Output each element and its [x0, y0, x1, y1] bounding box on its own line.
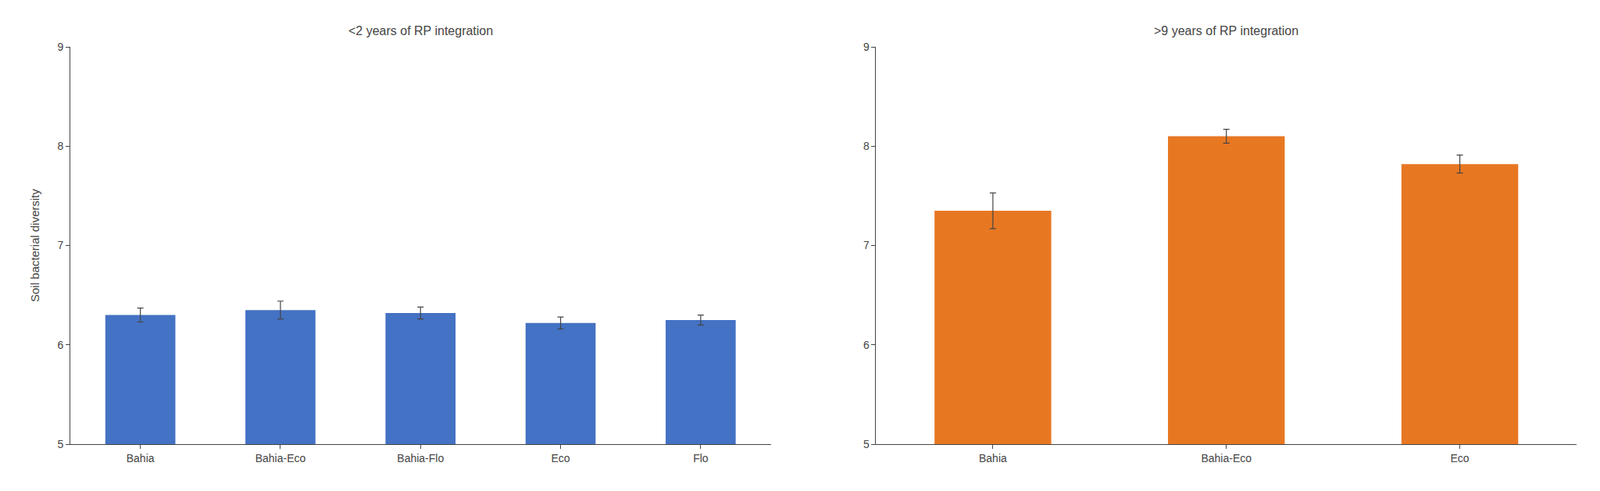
- svg-text:6: 6: [863, 339, 870, 352]
- svg-text:8: 8: [863, 139, 870, 153]
- svg-text:7: 7: [863, 239, 870, 252]
- svg-text:9: 9: [57, 40, 64, 54]
- svg-text:Bahia-Eco: Bahia-Eco: [1200, 452, 1252, 465]
- svg-text:Eco: Eco: [1450, 452, 1470, 465]
- svg-text:5: 5: [863, 438, 870, 451]
- svg-text:Eco: Eco: [550, 452, 570, 465]
- svg-text:8: 8: [57, 139, 64, 153]
- svg-text:Bahia: Bahia: [978, 452, 1008, 465]
- svg-text:Bahia: Bahia: [126, 452, 155, 465]
- svg-text:5: 5: [57, 438, 64, 451]
- svg-text:9: 9: [863, 40, 870, 54]
- svg-text:Bahia-Eco: Bahia-Eco: [255, 452, 307, 465]
- svg-text:6: 6: [57, 339, 64, 352]
- svg-text:Bahia-Flo: Bahia-Flo: [396, 452, 444, 465]
- svg-text:Soil bacterial diversity: Soil bacterial diversity: [28, 188, 42, 303]
- svg-text:Flo: Flo: [692, 452, 709, 465]
- svg-text:<2 years of RP integration: <2 years of RP integration: [348, 24, 493, 38]
- svg-text:>9 years of RP integration: >9 years of RP integration: [1153, 24, 1299, 38]
- svg-text:7: 7: [57, 239, 64, 252]
